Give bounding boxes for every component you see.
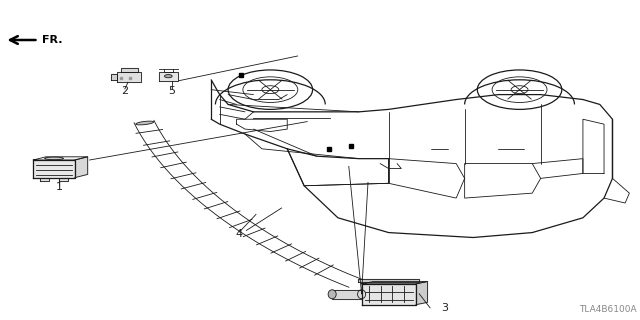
Polygon shape bbox=[159, 72, 178, 81]
Polygon shape bbox=[33, 160, 75, 178]
Text: 4: 4 bbox=[236, 229, 243, 239]
Polygon shape bbox=[117, 72, 141, 82]
Polygon shape bbox=[358, 279, 419, 282]
Polygon shape bbox=[111, 74, 117, 80]
Ellipse shape bbox=[164, 75, 172, 78]
Ellipse shape bbox=[136, 121, 154, 125]
Text: 1: 1 bbox=[56, 182, 62, 192]
Polygon shape bbox=[59, 178, 68, 181]
Polygon shape bbox=[416, 282, 428, 305]
Text: 2: 2 bbox=[121, 86, 129, 96]
Ellipse shape bbox=[328, 290, 336, 299]
Polygon shape bbox=[121, 68, 138, 72]
Text: FR.: FR. bbox=[42, 35, 62, 45]
Polygon shape bbox=[75, 157, 88, 178]
Polygon shape bbox=[33, 157, 88, 160]
Text: 3: 3 bbox=[442, 303, 448, 313]
Polygon shape bbox=[332, 290, 362, 299]
Text: 5: 5 bbox=[168, 86, 175, 96]
Polygon shape bbox=[362, 284, 416, 305]
Polygon shape bbox=[40, 178, 49, 181]
Text: TLA4B6100A: TLA4B6100A bbox=[579, 305, 637, 314]
Polygon shape bbox=[362, 282, 428, 284]
Ellipse shape bbox=[45, 157, 63, 160]
